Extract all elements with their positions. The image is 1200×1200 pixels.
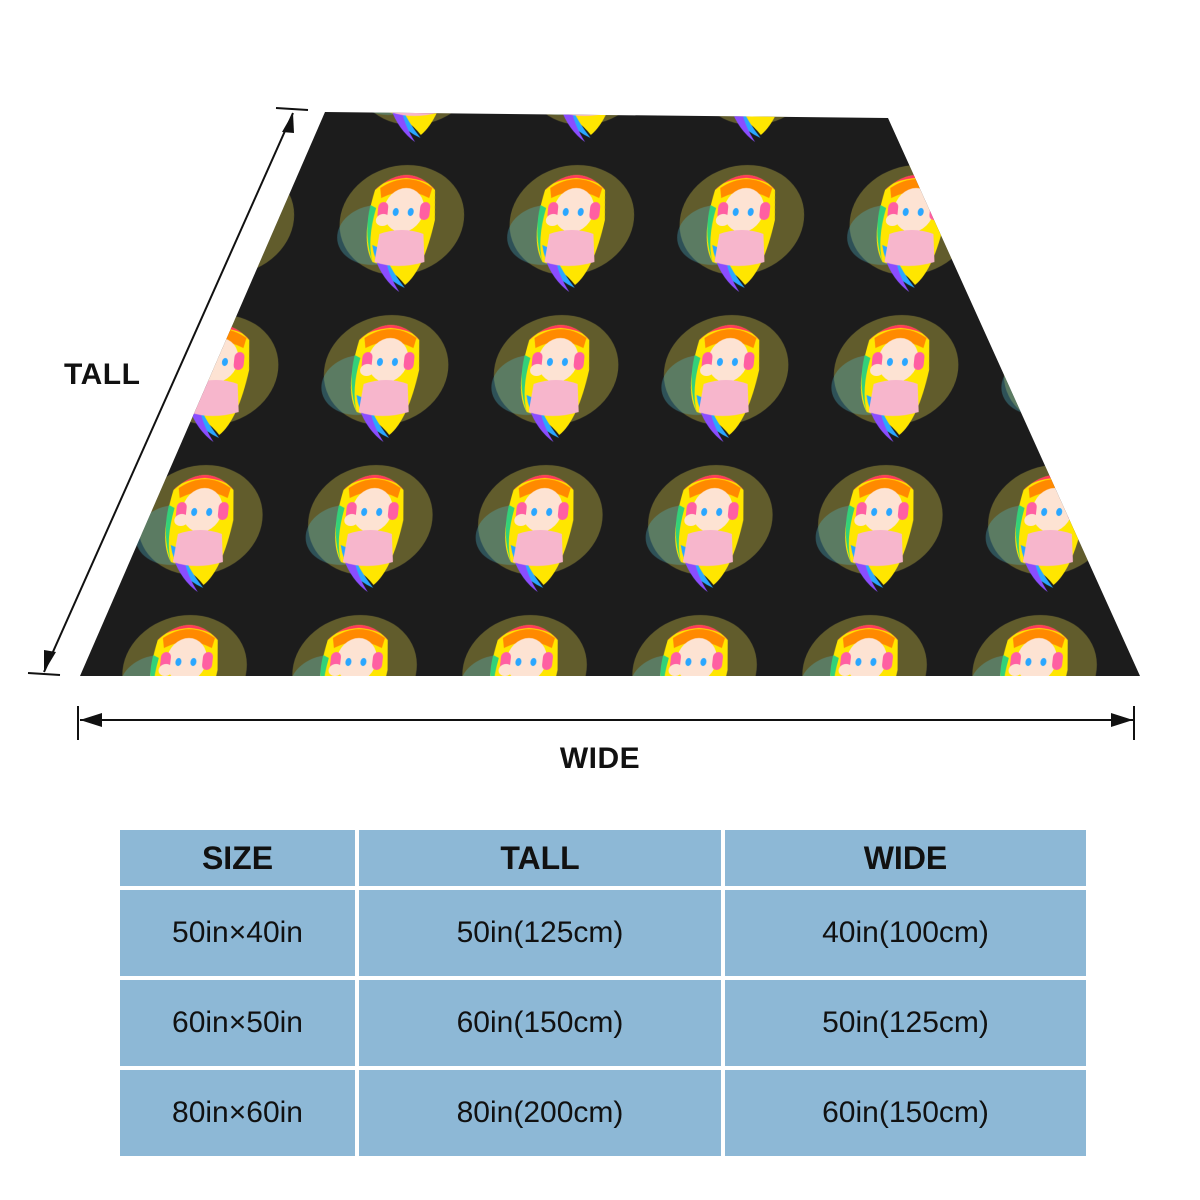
blanket-figure: [27, 107, 1140, 740]
row-1-tall: 50in(125cm): [359, 890, 721, 976]
row-1-size: 50in×40in: [120, 890, 355, 976]
tall-dimension-arrow: [27, 107, 309, 676]
header-size: SIZE: [120, 830, 355, 886]
row-1-wide: 40in(100cm): [725, 890, 1086, 976]
row-3-size: 80in×60in: [120, 1070, 355, 1156]
row-3-tall: 80in(200cm): [359, 1070, 721, 1156]
tall-label: TALL: [64, 358, 141, 391]
row-2-size: 60in×50in: [120, 980, 355, 1066]
row-2-tall: 60in(150cm): [359, 980, 721, 1066]
wide-label: WIDE: [559, 742, 641, 775]
size-table: SIZE TALL WIDE 50in×40in 50in(125cm) 40i…: [120, 830, 1086, 1156]
header-wide: WIDE: [725, 830, 1086, 886]
row-3-wide: 60in(150cm): [725, 1070, 1086, 1156]
row-2-wide: 50in(125cm): [725, 980, 1086, 1066]
wide-dimension-arrow: [77, 706, 1135, 740]
header-tall: TALL: [359, 830, 721, 886]
